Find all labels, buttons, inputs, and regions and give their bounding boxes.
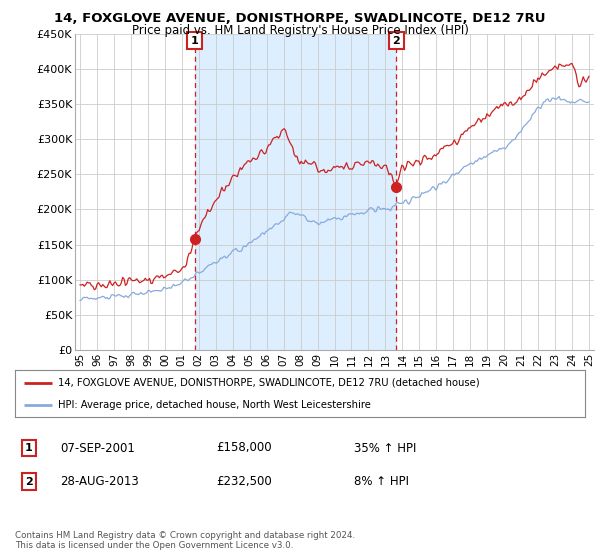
Text: 28-AUG-2013: 28-AUG-2013	[60, 475, 139, 488]
Text: £158,000: £158,000	[216, 441, 272, 455]
Text: 1: 1	[25, 443, 32, 453]
Text: 8% ↑ HPI: 8% ↑ HPI	[354, 475, 409, 488]
Bar	[194, 34, 397, 350]
Text: Price paid vs. HM Land Registry's House Price Index (HPI): Price paid vs. HM Land Registry's House …	[131, 24, 469, 37]
Text: £232,500: £232,500	[216, 475, 272, 488]
Text: Contains HM Land Registry data © Crown copyright and database right 2024.
This d: Contains HM Land Registry data © Crown c…	[15, 530, 355, 550]
Text: HPI: Average price, detached house, North West Leicestershire: HPI: Average price, detached house, Nort…	[58, 400, 371, 410]
Text: 14, FOXGLOVE AVENUE, DONISTHORPE, SWADLINCOTE, DE12 7RU: 14, FOXGLOVE AVENUE, DONISTHORPE, SWADLI…	[54, 12, 546, 25]
Text: 1: 1	[191, 36, 199, 45]
Text: 35% ↑ HPI: 35% ↑ HPI	[354, 441, 416, 455]
Text: 2: 2	[392, 36, 400, 45]
Text: 07-SEP-2001: 07-SEP-2001	[60, 441, 135, 455]
Text: 2: 2	[25, 477, 32, 487]
Text: 14, FOXGLOVE AVENUE, DONISTHORPE, SWADLINCOTE, DE12 7RU (detached house): 14, FOXGLOVE AVENUE, DONISTHORPE, SWADLI…	[58, 378, 479, 388]
